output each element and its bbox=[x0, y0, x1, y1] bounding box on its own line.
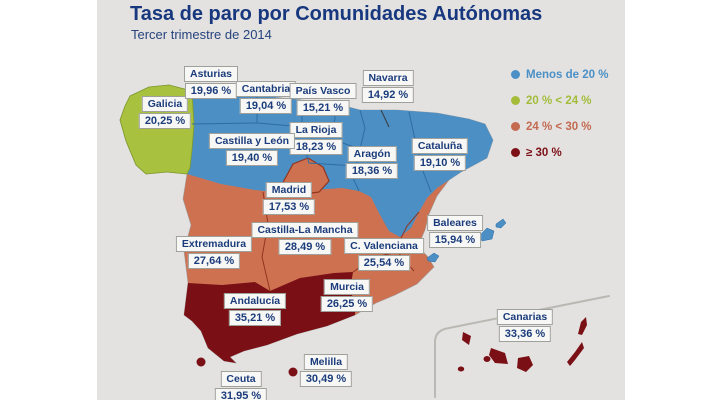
region-name: País Vasco bbox=[289, 83, 357, 99]
region-name: Andalucía bbox=[223, 293, 287, 309]
page-subtitle: Tercer trimestre de 2014 bbox=[131, 27, 272, 42]
region-shape-ceuta bbox=[196, 357, 206, 367]
region-value: 18,23 % bbox=[289, 139, 343, 155]
region-label-aragon: Aragón 18,36 % bbox=[345, 146, 399, 179]
region-value: 14,92 % bbox=[361, 87, 415, 103]
island-gran-canaria bbox=[517, 356, 533, 372]
island-el-hierro bbox=[457, 366, 465, 372]
region-label-madrid: Madrid 17,53 % bbox=[262, 182, 316, 215]
region-value: 19,04 % bbox=[239, 98, 293, 114]
legend-dot-orange bbox=[511, 122, 520, 131]
region-label-extremadura: Extremadura 27,64 % bbox=[175, 236, 253, 269]
region-label-galicia: Galicia 20,25 % bbox=[138, 96, 192, 129]
region-label-la-rioja: La Rioja 18,23 % bbox=[289, 122, 343, 155]
region-label-baleares: Baleares 15,94 % bbox=[427, 215, 483, 248]
legend-label: 24 % < 30 % bbox=[526, 120, 592, 133]
region-name: Aragón bbox=[347, 146, 397, 162]
region-name: Cataluña bbox=[411, 138, 469, 154]
region-name: La Rioja bbox=[289, 122, 343, 138]
page-title: Tasa de paro por Comunidades Autónomas bbox=[130, 3, 543, 25]
region-shape-baleares bbox=[426, 218, 507, 263]
region-label-murcia: Murcia 26,25 % bbox=[320, 279, 374, 312]
region-value: 19,40 % bbox=[225, 150, 279, 166]
region-value: 28,49 % bbox=[278, 239, 332, 255]
region-name: Castilla-La Mancha bbox=[251, 222, 359, 238]
island-menorca bbox=[495, 218, 507, 229]
region-name: Cantabria bbox=[235, 81, 297, 97]
legend-label: Menos de 20 % bbox=[526, 68, 609, 81]
region-value: 19,96 % bbox=[184, 83, 238, 99]
region-shape-canarias bbox=[457, 317, 587, 372]
region-name: C. Valenciana bbox=[344, 238, 424, 254]
region-name: Navarra bbox=[362, 70, 414, 86]
island-tenerife bbox=[489, 348, 508, 364]
region-label-cataluna: Cataluña 19,10 % bbox=[411, 138, 469, 171]
region-label-melilla: Melilla 30,49 % bbox=[299, 354, 353, 387]
legend-item-24-30: 24 % < 30 % bbox=[511, 118, 608, 135]
region-label-c-valenciana: C. Valenciana 25,54 % bbox=[344, 238, 424, 271]
region-shape-north-blue bbox=[187, 91, 493, 237]
region-value: 30,49 % bbox=[299, 371, 353, 387]
region-label-pais-vasco: País Vasco 15,21 % bbox=[289, 83, 357, 116]
region-label-navarra: Navarra 14,92 % bbox=[361, 70, 415, 103]
infographic-panel: Tasa de paro por Comunidades Autónomas T… bbox=[97, 0, 625, 400]
region-label-ceuta: Ceuta 31,95 % bbox=[214, 371, 268, 400]
region-name: Extremadura bbox=[175, 236, 253, 252]
region-value: 17,53 % bbox=[262, 199, 316, 215]
region-value: 33,36 % bbox=[498, 326, 552, 342]
region-name: Castilla y León bbox=[208, 133, 296, 149]
legend-item-less-20: Menos de 20 % bbox=[511, 66, 608, 83]
region-value: 31,95 % bbox=[214, 388, 268, 400]
island-mallorca bbox=[478, 227, 495, 242]
region-name: Baleares bbox=[427, 215, 483, 231]
legend-dot-dark-red bbox=[511, 148, 520, 157]
region-value: 25,54 % bbox=[357, 255, 411, 271]
region-value: 27,64 % bbox=[187, 253, 241, 269]
region-name: Ceuta bbox=[220, 371, 262, 387]
region-name: Canarias bbox=[496, 309, 554, 325]
region-value: 20,25 % bbox=[138, 113, 192, 129]
island-ibiza bbox=[426, 252, 440, 263]
island-lanzarote bbox=[578, 317, 587, 335]
region-value: 19,10 % bbox=[413, 155, 467, 171]
region-label-cantabria: Cantabria 19,04 % bbox=[235, 81, 297, 114]
legend-item-30-plus: ≥ 30 % bbox=[511, 144, 608, 161]
region-name: Melilla bbox=[303, 354, 349, 370]
region-value: 15,94 % bbox=[428, 232, 482, 248]
region-value: 15,21 % bbox=[296, 100, 350, 116]
legend-item-20-24: 20 % < 24 % bbox=[511, 92, 608, 109]
island-la-gomera bbox=[483, 356, 491, 362]
legend: Menos de 20 % 20 % < 24 % 24 % < 30 % ≥ … bbox=[511, 66, 608, 170]
legend-dot-blue bbox=[511, 70, 520, 79]
region-label-andalucia: Andalucía 35,21 % bbox=[223, 293, 287, 326]
region-name: Murcia bbox=[324, 279, 370, 295]
legend-dot-green bbox=[511, 96, 520, 105]
region-label-castilla-y-leon: Castilla y León 19,40 % bbox=[208, 133, 296, 166]
region-shape-melilla bbox=[288, 367, 298, 377]
island-fuerteventura bbox=[567, 342, 584, 366]
region-value: 18,36 % bbox=[345, 163, 399, 179]
legend-label: ≥ 30 % bbox=[526, 146, 562, 159]
region-name: Galicia bbox=[141, 96, 189, 112]
navarra-leader-line bbox=[380, 109, 390, 128]
region-name: Madrid bbox=[265, 182, 313, 198]
region-value: 35,21 % bbox=[228, 310, 282, 326]
canarias-inset-frame bbox=[434, 295, 610, 398]
legend-label: 20 % < 24 % bbox=[526, 94, 592, 107]
island-la-palma bbox=[462, 332, 471, 345]
region-name: Asturias bbox=[183, 66, 239, 82]
region-label-castilla-la-mancha: Castilla-La Mancha 28,49 % bbox=[251, 222, 359, 255]
region-label-asturias: Asturias 19,96 % bbox=[183, 66, 239, 99]
region-label-canarias: Canarias 33,36 % bbox=[496, 309, 554, 342]
region-value: 26,25 % bbox=[320, 296, 374, 312]
